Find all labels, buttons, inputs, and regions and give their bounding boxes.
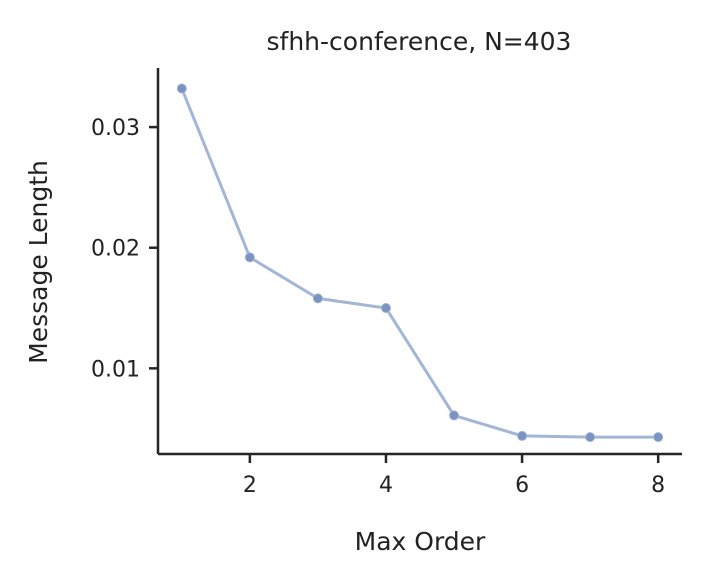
x-tick-label: 4 bbox=[379, 473, 393, 498]
plot-area: 2 4 6 8 0.01 0.02 0.03 bbox=[91, 68, 682, 498]
series-group bbox=[176, 83, 664, 443]
x-axis-label: Max Order bbox=[355, 527, 486, 556]
data-point bbox=[517, 430, 528, 441]
data-point bbox=[653, 432, 664, 443]
x-tick-label: 6 bbox=[515, 473, 529, 498]
x-ticks: 2 4 6 8 bbox=[243, 454, 665, 498]
chart-title: sfhh-conference, N=403 bbox=[267, 27, 572, 56]
x-tick-label: 2 bbox=[243, 473, 257, 498]
y-tick-label: 0.02 bbox=[91, 237, 140, 262]
y-ticks: 0.01 0.02 0.03 bbox=[91, 116, 158, 382]
y-tick-label: 0.03 bbox=[91, 116, 140, 141]
y-axis-label: Message Length bbox=[24, 160, 53, 364]
data-point bbox=[585, 432, 596, 443]
data-point bbox=[449, 410, 460, 421]
data-point bbox=[176, 83, 187, 94]
y-tick-label: 0.01 bbox=[91, 357, 140, 382]
data-point bbox=[312, 293, 323, 304]
series-line bbox=[180, 87, 659, 439]
data-point bbox=[244, 252, 255, 263]
x-tick-label: 8 bbox=[651, 473, 665, 498]
data-point bbox=[380, 303, 391, 314]
